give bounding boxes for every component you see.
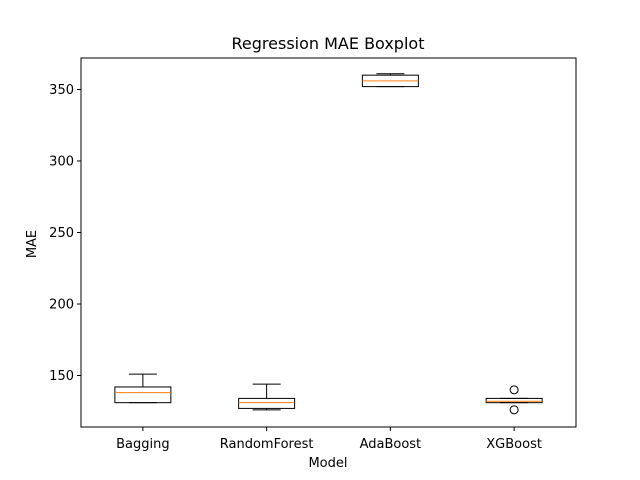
x-axis-label: Model [308, 456, 347, 471]
y-tick-label: 150 [49, 369, 74, 384]
x-tick-label: RandomForest [220, 437, 314, 452]
y-tick-label: 350 [49, 83, 74, 98]
axes-frame [80, 57, 577, 428]
box [238, 397, 296, 409]
y-tick-label: 250 [49, 226, 74, 241]
box [114, 386, 172, 404]
y-tick-label: 200 [49, 298, 74, 313]
outlier-point [509, 385, 519, 395]
y-axis-label: MAE [25, 230, 40, 258]
y-tick-label: 300 [49, 154, 74, 169]
plot-area: 150 200 250 300 350 Bagging RandomForest AdaBoo… [49, 73, 543, 452]
outlier-point [509, 405, 519, 415]
x-tick-label: AdaBoost [360, 437, 422, 452]
x-tick-label: Bagging [116, 437, 170, 452]
chart-title: Regression MAE Boxplot [232, 34, 425, 53]
x-tick-label: XGBoost [486, 437, 542, 452]
box [485, 397, 543, 404]
